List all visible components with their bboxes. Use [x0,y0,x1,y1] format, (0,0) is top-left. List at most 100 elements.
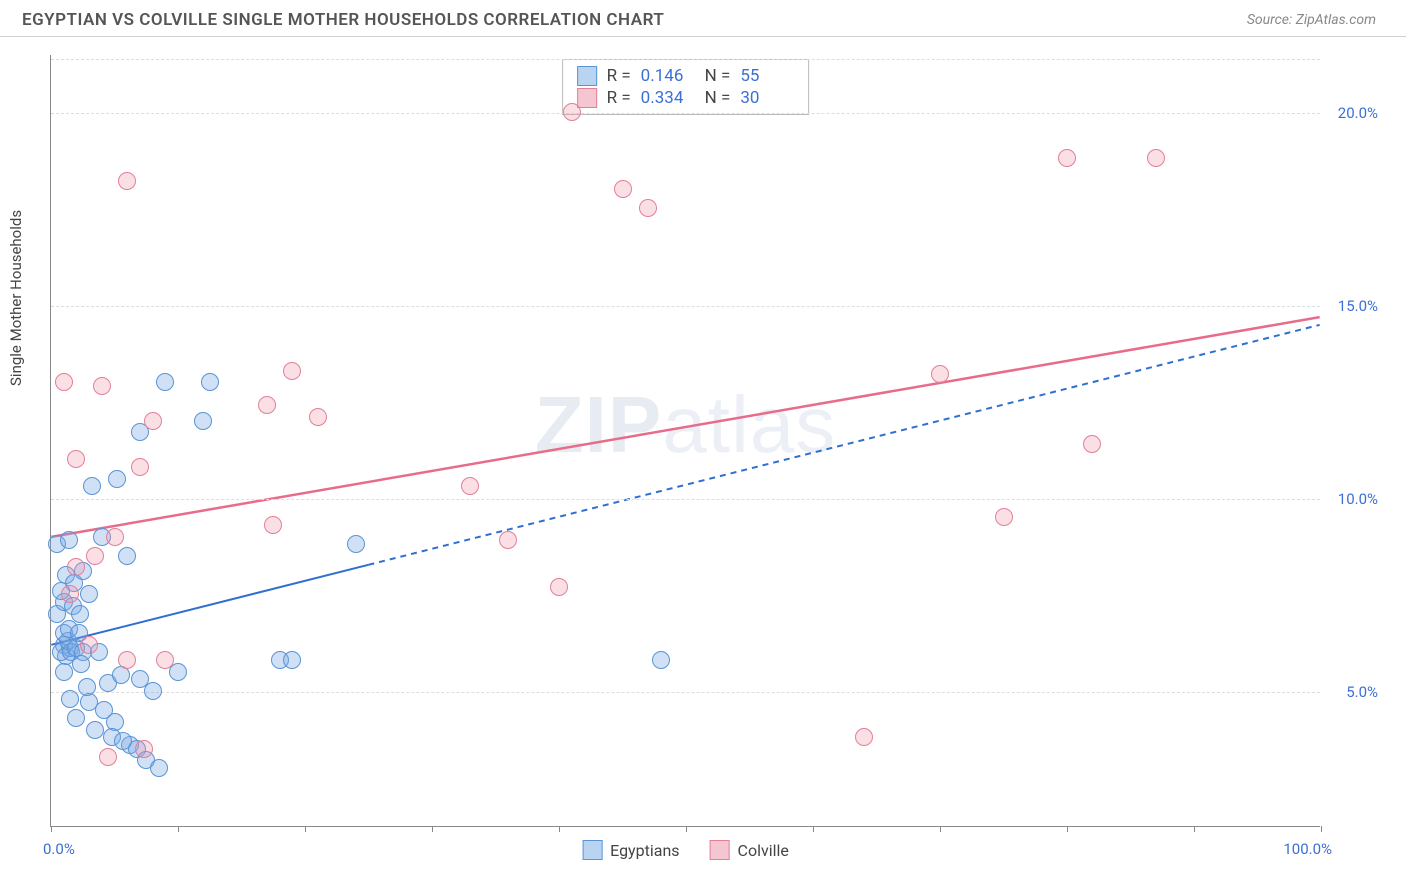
data-point [201,373,219,391]
data-point [80,636,98,654]
x-tick [432,826,433,832]
data-point [995,508,1013,526]
data-point [72,655,90,673]
data-point [461,477,479,495]
series-swatch [710,840,730,860]
gridline [51,499,1320,500]
data-point [67,450,85,468]
legend-label: Colville [738,841,789,860]
data-point [347,535,365,553]
data-point [99,748,117,766]
chart-container: Single Mother Households ZIPatlas R =0.1… [22,45,1382,885]
x-tick [1194,826,1195,832]
stat-r-value: 0.334 [641,88,695,108]
data-point [309,408,327,426]
data-point [156,373,174,391]
x-tick [686,826,687,832]
x-tick [305,826,306,832]
data-point [71,605,89,623]
stat-n-value: 30 [740,88,794,108]
data-point [118,172,136,190]
stat-r-label: R = [607,66,631,86]
data-point [55,663,73,681]
data-point [1083,435,1101,453]
data-point [264,516,282,534]
data-point [118,651,136,669]
data-point [283,651,301,669]
data-point [93,377,111,395]
data-point [106,528,124,546]
data-point [931,365,949,383]
y-tick-label: 15.0% [1338,297,1378,315]
x-tick [1321,826,1322,832]
data-point [118,547,136,565]
data-point [86,721,104,739]
gridline [51,692,1320,693]
trend-lines [51,55,1320,826]
data-point [283,362,301,380]
x-tick [813,826,814,832]
data-point [563,103,581,121]
legend-item: Egyptians [582,840,679,860]
data-point [86,547,104,565]
data-point [108,470,126,488]
x-axis-min-label: 0.0% [43,840,75,858]
legend-item: Colville [710,840,789,860]
data-point [61,585,79,603]
stat-n-value: 55 [740,66,794,86]
data-point [67,709,85,727]
stats-row: R = 0.146 N = 55 [577,66,795,86]
data-point [194,412,212,430]
data-point [1147,149,1165,167]
legend-bottom: Egyptians Colville [582,840,789,860]
data-point [78,678,96,696]
series-swatch [577,88,597,108]
x-tick [1067,826,1068,832]
data-point [639,199,657,217]
stats-row: R = 0.334 N = 30 [577,88,795,108]
data-point [135,740,153,758]
data-point [652,651,670,669]
data-point [112,666,130,684]
data-point [144,682,162,700]
data-point [55,373,73,391]
data-point [67,558,85,576]
y-tick-label: 10.0% [1338,490,1378,508]
data-point [499,531,517,549]
data-point [1058,149,1076,167]
x-tick [51,826,52,832]
data-point [144,412,162,430]
data-point [83,477,101,495]
gridline [51,59,1320,60]
data-point [131,458,149,476]
data-point [80,585,98,603]
x-tick [178,826,179,832]
stat-r-label: R = [607,88,631,108]
data-point [114,732,132,750]
data-point [614,180,632,198]
x-tick [940,826,941,832]
series-swatch [582,840,602,860]
stat-n-label: N = [705,66,731,86]
gridline [51,113,1320,114]
x-tick [559,826,560,832]
chart-header: EGYPTIAN VS COLVILLE SINGLE MOTHER HOUSE… [0,0,1406,37]
y-tick-label: 5.0% [1346,683,1378,701]
stats-legend-box: R = 0.146 N = 55 R = 0.334 N = 30 [562,59,810,115]
watermark: ZIPatlas [535,379,836,471]
legend-label: Egyptians [610,841,679,860]
data-point [156,651,174,669]
data-point [550,578,568,596]
plot-area: ZIPatlas R =0.146N =55R =0.334N =30 0.0%… [50,55,1320,827]
data-point [258,396,276,414]
data-point [60,531,78,549]
gridline [51,306,1320,307]
data-point [61,690,79,708]
data-point [855,728,873,746]
stat-r-value: 0.146 [641,66,695,86]
stat-n-label: N = [705,88,731,108]
data-point [150,759,168,777]
chart-title: EGYPTIAN VS COLVILLE SINGLE MOTHER HOUSE… [22,10,664,30]
chart-source: Source: ZipAtlas.com [1247,12,1376,28]
y-tick-label: 20.0% [1338,104,1378,122]
